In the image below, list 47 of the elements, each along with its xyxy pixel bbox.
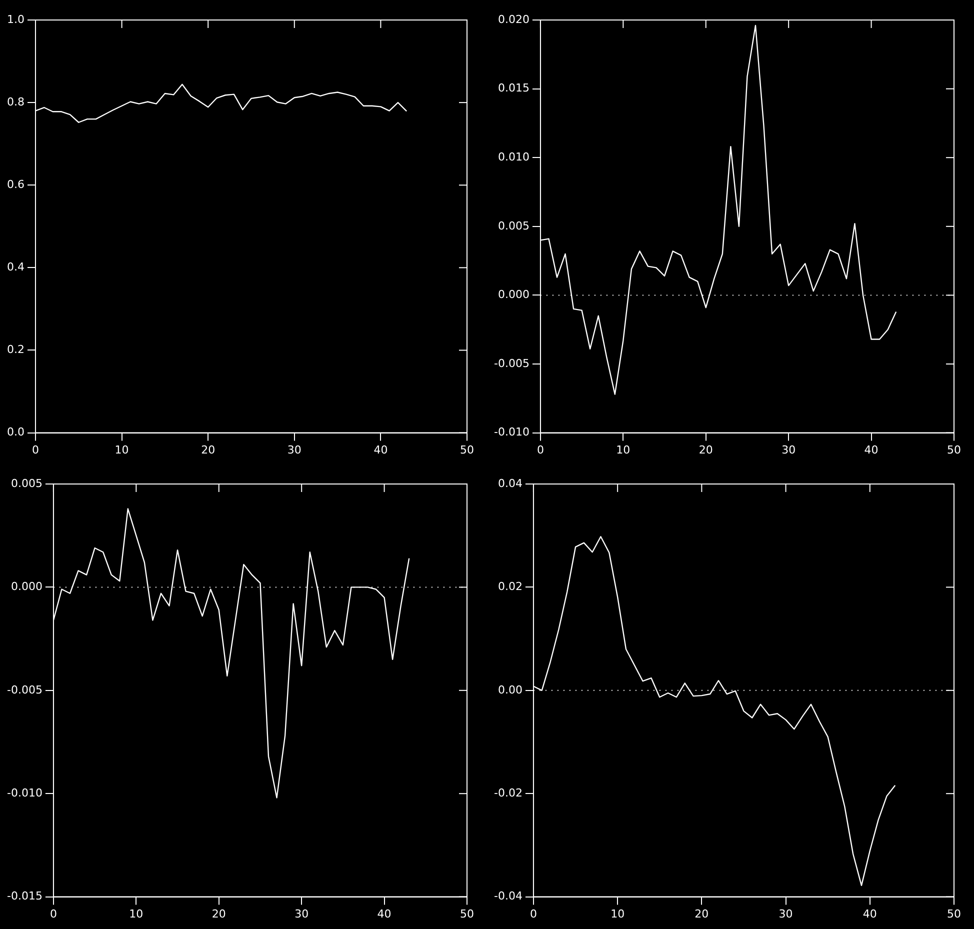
x-tick-label: 50 bbox=[947, 443, 961, 456]
x-tick-label: 0 bbox=[536, 443, 544, 456]
x-tick-label: 20 bbox=[212, 907, 226, 920]
x-tick-label: 20 bbox=[201, 443, 216, 456]
x-tick-label: 0 bbox=[32, 443, 39, 456]
y-tick-label: -0.005 bbox=[494, 356, 530, 370]
x-tick-label: 20 bbox=[694, 907, 709, 920]
y-tick-label: 0.4 bbox=[6, 260, 24, 274]
y-tick-label: 0.00 bbox=[498, 683, 522, 696]
x-tick-label: 30 bbox=[778, 907, 793, 920]
y-tick-label: -0.02 bbox=[494, 786, 522, 800]
x-tick-label: 40 bbox=[864, 443, 878, 456]
y-tick-label: -0.010 bbox=[494, 426, 530, 439]
y-tick-label: -0.015 bbox=[6, 890, 42, 903]
y-tick-label: 0.015 bbox=[498, 82, 530, 95]
x-tick-label: 30 bbox=[294, 907, 309, 920]
x-tick-label: 10 bbox=[616, 443, 630, 456]
y-tick-label: 0.020 bbox=[498, 12, 530, 26]
y-tick-label: -0.010 bbox=[6, 786, 42, 800]
y-tick-label: 0.8 bbox=[6, 95, 24, 108]
y-tick-label: 0.02 bbox=[498, 580, 522, 594]
x-tick-label: 50 bbox=[460, 443, 474, 456]
x-tick-label: 50 bbox=[460, 907, 474, 920]
x-tick-label: 10 bbox=[610, 907, 625, 920]
y-tick-label: 0.005 bbox=[10, 476, 42, 490]
y-tick-label: 0.6 bbox=[6, 178, 24, 191]
x-tick-label: 0 bbox=[50, 907, 57, 920]
x-tick-label: 30 bbox=[782, 443, 796, 456]
x-tick-label: 10 bbox=[129, 907, 144, 920]
x-tick-label: 40 bbox=[374, 443, 388, 456]
y-tick-label: -0.04 bbox=[494, 890, 522, 903]
x-tick-label: 40 bbox=[377, 907, 392, 920]
y-tick-label: 0.2 bbox=[6, 343, 24, 356]
y-tick-label: 0.000 bbox=[498, 288, 530, 302]
y-tick-label: 0.005 bbox=[498, 219, 530, 232]
x-tick-label: 30 bbox=[287, 443, 302, 456]
x-tick-label: 50 bbox=[947, 907, 961, 920]
y-tick-label: 1.0 bbox=[6, 12, 24, 26]
x-tick-label: 40 bbox=[862, 907, 877, 920]
y-tick-label: -0.005 bbox=[6, 683, 42, 696]
x-tick-label: 20 bbox=[698, 443, 713, 456]
x-tick-label: 10 bbox=[114, 443, 129, 456]
y-tick-label: 0.000 bbox=[10, 580, 42, 594]
x-tick-label: 0 bbox=[530, 907, 537, 920]
y-tick-label: 0.010 bbox=[498, 150, 530, 164]
y-tick-label: 0.0 bbox=[6, 426, 24, 439]
y-tick-label: 0.04 bbox=[498, 476, 522, 490]
